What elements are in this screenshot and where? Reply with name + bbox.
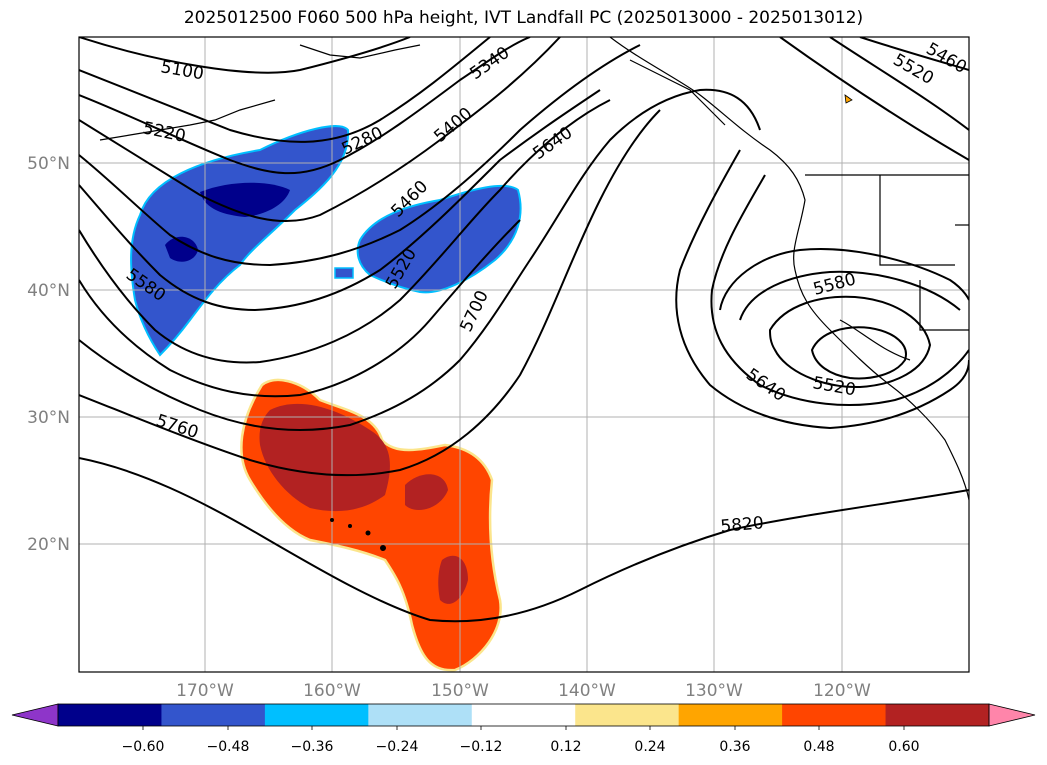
lat-label: 50°N	[27, 154, 70, 174]
longitude-labels: 170°W 160°W 150°W 140°W 130°W 120°W	[176, 681, 871, 701]
colorbar-segment	[885, 704, 990, 726]
lon-label: 140°W	[558, 681, 616, 701]
coastlines	[99, 37, 969, 501]
colorbar	[11, 703, 1036, 730]
colorbar-frame	[57, 703, 990, 727]
colorbar-segment	[161, 704, 266, 726]
colorbar-segment	[782, 704, 887, 726]
lon-label: 130°W	[685, 681, 743, 701]
colorbar-tick-label: 0.36	[719, 739, 750, 755]
negative-core-2	[165, 236, 198, 262]
map-frame	[78, 36, 970, 673]
colorbar-extend-high	[988, 703, 1036, 727]
colorbar-segment	[575, 704, 680, 726]
lon-label: 160°W	[303, 681, 361, 701]
colorbar-extend-low	[11, 703, 59, 727]
negative-speck	[334, 267, 354, 279]
colorbar-tick-label: 0.12	[550, 739, 581, 755]
lat-label: 40°N	[27, 281, 70, 301]
lon-label: 120°W	[813, 681, 871, 701]
colorbar-segment	[264, 704, 369, 726]
colorbar-tick-label: 0.24	[634, 739, 665, 755]
contour-label: 5820	[720, 513, 765, 537]
lat-label: 30°N	[27, 408, 70, 428]
graticule	[79, 37, 969, 672]
positive-core-3	[438, 555, 468, 604]
colorbar-tick-label: 0.60	[888, 739, 919, 755]
colorbar-tick-label: −0.48	[207, 739, 250, 755]
colorbar-segment	[58, 704, 162, 726]
lat-label: 20°N	[27, 535, 70, 555]
colorbar-segment	[678, 704, 783, 726]
colorbar-tick-labels: −0.60 −0.48 −0.36 −0.24 −0.12 0.12 0.24 …	[122, 739, 920, 755]
colorbar-segment	[368, 704, 473, 726]
positive-core-2	[405, 474, 448, 510]
colorbar-tick-label: −0.36	[291, 739, 334, 755]
colorbar-tick-label: −0.60	[122, 739, 165, 755]
negative-anomaly-west	[130, 125, 350, 357]
height-contours	[79, 37, 969, 623]
small-patch	[844, 94, 853, 104]
negative-core-1	[200, 182, 290, 217]
colorbar-tick-label: −0.24	[376, 739, 419, 755]
lon-label: 170°W	[176, 681, 234, 701]
islands	[330, 518, 386, 551]
colorbar-segment	[471, 704, 576, 726]
map-title: 2025012500 F060 500 hPa height, IVT Land…	[183, 8, 864, 28]
colorbar-tick-label: −0.12	[460, 739, 503, 755]
latitude-labels: 50°N 40°N 30°N 20°N	[27, 154, 70, 555]
lon-label: 150°W	[431, 681, 489, 701]
map-panel	[79, 37, 969, 672]
colorbar-tick-label: 0.48	[803, 739, 834, 755]
